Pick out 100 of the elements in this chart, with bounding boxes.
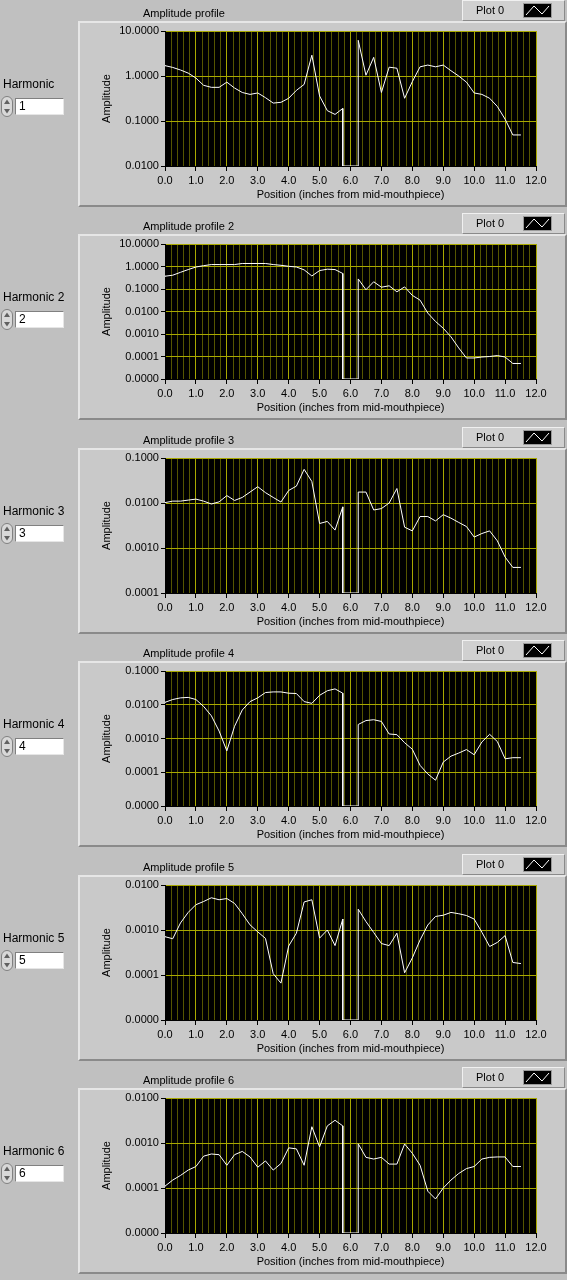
x-axis-title: Position (inches from mid-mouthpiece) xyxy=(256,401,445,414)
text: Harmonic 5 xyxy=(3,931,65,945)
number-field: 4 xyxy=(15,738,64,755)
legend-label: Plot 0 xyxy=(476,430,505,443)
number-field: 5 xyxy=(15,952,64,969)
x-tick-label: 2.0 xyxy=(219,600,235,613)
y-tick-label: 0.0001 xyxy=(125,349,159,362)
x-tick-label: 7.0 xyxy=(373,386,390,399)
text: Harmonic xyxy=(3,77,55,91)
x-tick-label: 5.0 xyxy=(311,600,328,613)
x-tick-label: 5.0 xyxy=(311,386,328,399)
y-tick-label: 1.0000 xyxy=(125,259,159,272)
y-tick-label: 0.0100 xyxy=(125,304,159,317)
y-tick-label: 10.0000 xyxy=(119,237,159,250)
x-tick-label: 3.0 xyxy=(250,813,266,826)
x-axis-title: Position (inches from mid-mouthpiece) xyxy=(256,188,445,201)
x-tick-label: 9.0 xyxy=(435,813,451,826)
text: Harmonic 6 xyxy=(3,1144,65,1158)
y-tick-label: 0.0001 xyxy=(125,968,159,981)
x-tick-label: 12.0 xyxy=(525,813,547,826)
x-tick-label: 9.0 xyxy=(435,600,451,613)
x-tick-label: 1.0 xyxy=(188,386,204,399)
legend-label: Plot 0 xyxy=(476,216,505,229)
x-tick-label: 4.0 xyxy=(281,386,297,399)
x-tick-label: 7.0 xyxy=(373,173,390,186)
x-tick-label: 5.0 xyxy=(311,813,328,826)
legend-label: Plot 0 xyxy=(476,857,505,870)
x-tick-label: 10.0 xyxy=(463,600,485,613)
text: Harmonic 4 xyxy=(3,717,65,731)
y-tick-label: 0.0100 xyxy=(125,496,159,509)
x-tick-label: 10.0 xyxy=(463,1240,485,1253)
y-axis-title: Amplitude xyxy=(99,714,112,763)
chart-title: Amplitude profile 5 xyxy=(143,861,235,874)
x-tick-label: 8.0 xyxy=(404,813,420,826)
x-tick-label: 12.0 xyxy=(525,173,547,186)
x-tick-label: 6.0 xyxy=(342,813,359,826)
x-tick-label: 1.0 xyxy=(188,1240,204,1253)
x-tick-label: 12.0 xyxy=(525,386,547,399)
x-tick-label: 4.0 xyxy=(281,600,297,613)
x-tick-label: 3.0 xyxy=(250,386,266,399)
x-tick-label: 1.0 xyxy=(188,600,204,613)
x-axis-title: Position (inches from mid-mouthpiece) xyxy=(256,615,445,628)
x-tick-label: 9.0 xyxy=(435,386,451,399)
y-tick-label: 1.0000 xyxy=(125,69,159,82)
x-tick-label: 0.0 xyxy=(157,813,173,826)
x-tick-label: 10.0 xyxy=(463,386,485,399)
y-tick-label: 0.0001 xyxy=(125,765,159,778)
x-tick-label: 4.0 xyxy=(281,1027,297,1040)
x-tick-label: 7.0 xyxy=(373,1027,390,1040)
x-tick-label: 12.0 xyxy=(525,1027,547,1040)
y-tick-label: 0.0100 xyxy=(125,878,159,891)
chart-title: Amplitude profile 6 xyxy=(143,1074,235,1087)
legend-label: Plot 0 xyxy=(476,1070,505,1083)
chart-title: Amplitude profile xyxy=(143,7,225,20)
chart-title: Amplitude profile 4 xyxy=(143,647,235,660)
x-tick-label: 9.0 xyxy=(435,1027,451,1040)
x-tick-label: 11.0 xyxy=(494,600,516,613)
y-tick-label: 0.0001 xyxy=(125,1181,159,1194)
y-tick-label: 0.0001 xyxy=(125,586,159,599)
x-tick-label: 4.0 xyxy=(281,1240,297,1253)
x-tick-label: 0.0 xyxy=(157,1027,173,1040)
x-tick-label: 8.0 xyxy=(404,173,420,186)
chart-title: Amplitude profile 2 xyxy=(143,220,235,233)
x-tick-label: 0.0 xyxy=(157,600,173,613)
x-tick-label: 3.0 xyxy=(250,1240,266,1253)
x-tick-label: 0.0 xyxy=(157,1240,173,1253)
y-tick-label: 0.1000 xyxy=(125,664,159,677)
x-tick-label: 1.0 xyxy=(188,173,204,186)
number-field: 2 xyxy=(15,311,64,328)
x-tick-label: 3.0 xyxy=(250,173,266,186)
x-tick-label: 11.0 xyxy=(494,386,516,399)
text: Harmonic 3 xyxy=(3,504,65,518)
x-tick-label: 2.0 xyxy=(219,813,235,826)
x-axis-title: Position (inches from mid-mouthpiece) xyxy=(256,1042,445,1055)
x-tick-label: 11.0 xyxy=(494,1240,516,1253)
x-tick-label: 3.0 xyxy=(250,1027,266,1040)
y-tick-label: 0.0000 xyxy=(125,799,159,812)
legend-label: Plot 0 xyxy=(476,643,505,656)
x-tick-label: 8.0 xyxy=(404,600,420,613)
y-tick-label: 0.1000 xyxy=(125,451,159,464)
x-tick-label: 1.0 xyxy=(188,813,204,826)
y-axis-title: Amplitude xyxy=(99,1141,112,1190)
y-tick-label: 0.0010 xyxy=(125,541,159,554)
chart-title: Amplitude profile 3 xyxy=(143,434,235,447)
x-tick-label: 10.0 xyxy=(463,173,485,186)
x-tick-label: 4.0 xyxy=(281,173,297,186)
x-tick-label: 10.0 xyxy=(463,813,485,826)
y-tick-label: 0.1000 xyxy=(125,282,159,295)
y-tick-label: 0.0000 xyxy=(125,1226,159,1239)
y-tick-label: 0.0010 xyxy=(125,923,159,936)
x-tick-label: 7.0 xyxy=(373,600,390,613)
x-tick-label: 10.0 xyxy=(463,1027,485,1040)
y-tick-label: 0.0100 xyxy=(125,697,159,710)
x-tick-label: 9.0 xyxy=(435,1240,451,1253)
number-field: 6 xyxy=(15,1165,64,1182)
x-tick-label: 2.0 xyxy=(219,173,235,186)
number-field: 1 xyxy=(15,98,64,115)
x-tick-label: 5.0 xyxy=(311,173,328,186)
x-tick-label: 8.0 xyxy=(404,1027,420,1040)
y-axis-title: Amplitude xyxy=(99,928,112,977)
